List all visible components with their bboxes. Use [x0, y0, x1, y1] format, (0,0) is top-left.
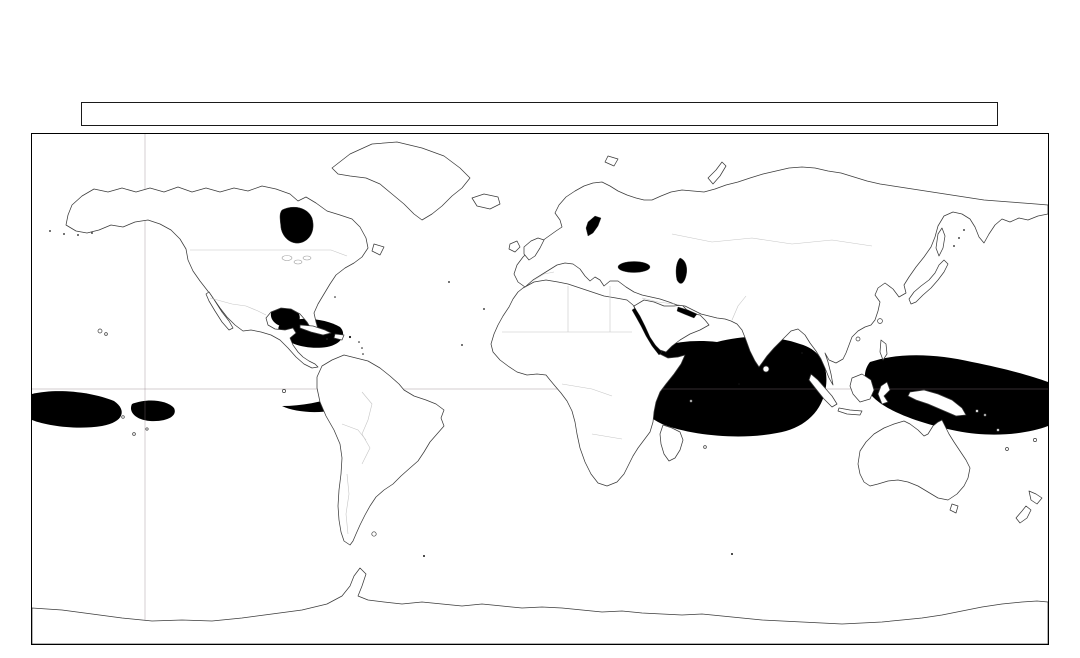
- land-britain: [523, 237, 545, 261]
- land-tasmania: [949, 503, 959, 514]
- land-new-zealand-north: [1028, 490, 1043, 505]
- persian-gulf: [676, 306, 698, 319]
- baltic-sea: [585, 215, 602, 237]
- land-sulawesi: [877, 381, 891, 405]
- land-australia: [857, 419, 971, 501]
- inland-seas: [279, 207, 698, 356]
- world-sst-map: [32, 134, 1048, 644]
- land-cuba: [299, 324, 332, 336]
- land-sakhalin: [935, 227, 946, 257]
- land-south-america: [316, 354, 445, 546]
- land-ireland: [508, 240, 521, 253]
- land-madagascar: [659, 424, 684, 462]
- land-novaya-zemlya: [707, 161, 727, 185]
- great-lakes: [281, 255, 312, 265]
- hudson-bay: [279, 207, 314, 244]
- land-africa: [490, 279, 686, 487]
- caspian-sea: [675, 257, 687, 284]
- land-iceland: [471, 193, 501, 210]
- land-new-zealand-south: [1015, 505, 1032, 524]
- land-eurasia: [513, 166, 1048, 386]
- land-svalbard: [604, 155, 619, 167]
- map-frame: [31, 133, 1049, 645]
- small-islands: [49, 229, 1037, 557]
- land-newfoundland: [371, 243, 385, 256]
- black-sea: [617, 261, 651, 273]
- red-sea: [631, 307, 663, 356]
- land-borneo: [849, 373, 875, 403]
- land-java: [837, 407, 863, 416]
- landmasses: [32, 141, 1048, 644]
- land-sumatra: [808, 373, 838, 408]
- land-japan: [908, 259, 949, 305]
- land-philippines: [879, 339, 888, 361]
- colorbar-tick-labels: [81, 84, 998, 98]
- colorbar: [81, 102, 998, 126]
- land-baja-california: [205, 291, 234, 331]
- country-borders: [190, 233, 873, 535]
- land-hispaniola: [333, 333, 345, 341]
- land-antarctica: [32, 567, 1048, 644]
- land-new-guinea: [907, 389, 967, 417]
- land-greenland: [331, 141, 471, 221]
